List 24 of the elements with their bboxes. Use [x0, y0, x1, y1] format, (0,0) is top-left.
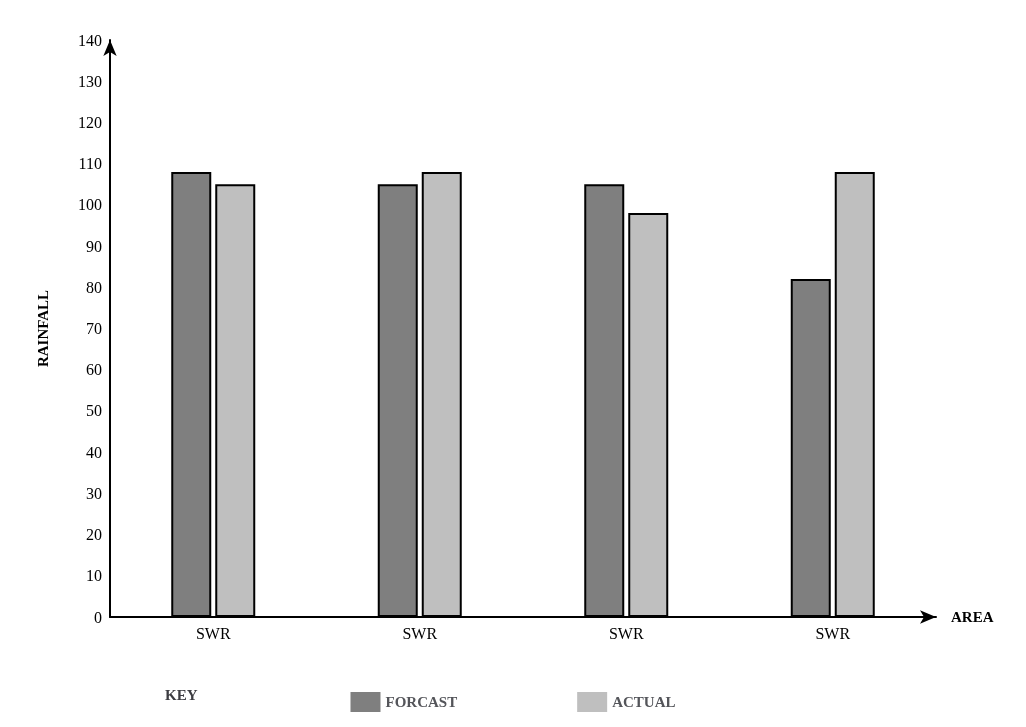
y-tick-label: 80	[86, 278, 102, 296]
legend-title: KEY	[165, 686, 198, 703]
y-tick-label: 130	[78, 72, 102, 90]
y-tick-label: 110	[78, 155, 102, 173]
y-tick-label: 10	[86, 567, 102, 585]
legend-label: FORCAST	[385, 694, 458, 710]
x-tick-label: SWR	[608, 624, 644, 642]
y-axis-title: RAINFALL	[34, 289, 51, 368]
y-tick-label: 40	[86, 443, 102, 461]
y-tick-label: 70	[86, 320, 102, 337]
y-tick-label: 60	[86, 361, 102, 379]
legend-label: ACTUAL	[612, 694, 676, 710]
y-tick-label: 100	[78, 196, 102, 214]
y-tick-label: 20	[86, 526, 102, 544]
y-tick-label: 50	[86, 402, 102, 420]
y-tick-label: 120	[78, 113, 102, 131]
x-tick-label: SWR	[815, 624, 851, 642]
y-tick-label: 90	[86, 237, 102, 255]
x-axis-title: AREA	[951, 609, 994, 625]
y-tick-label: 30	[86, 484, 102, 502]
x-tick-label: SWR	[402, 624, 438, 642]
y-tick-label: 0	[94, 608, 102, 626]
x-tick-label: SWR	[195, 624, 231, 642]
y-tick-label: 140	[78, 31, 102, 49]
